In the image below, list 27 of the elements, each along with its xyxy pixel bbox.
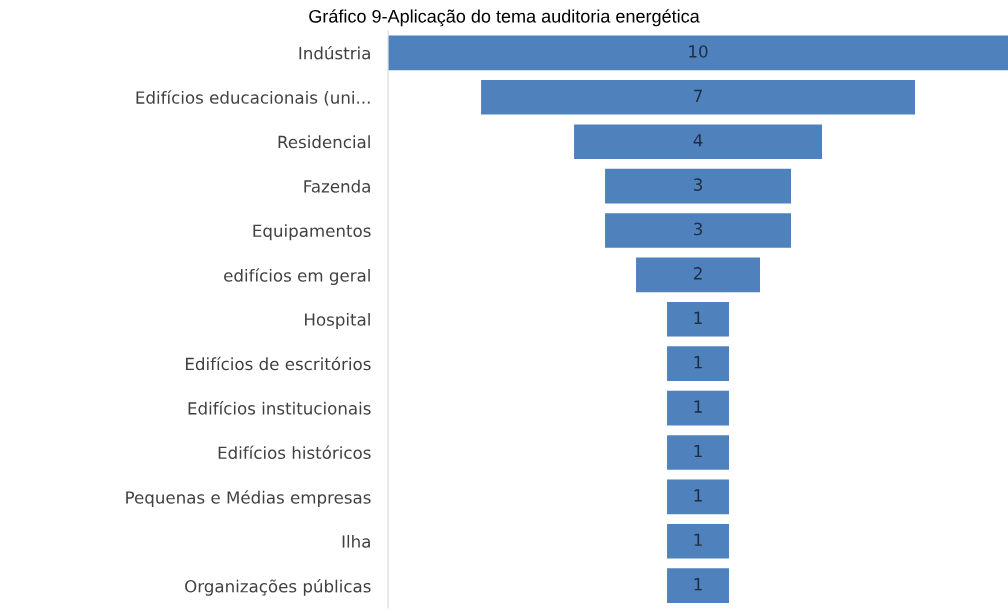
category-label: Edifícios educacionais (uni... xyxy=(136,90,370,106)
category-label: Equipamentos xyxy=(253,224,371,241)
category-label: Edifícios institucionais xyxy=(188,401,371,415)
data-label: 1 xyxy=(694,533,702,546)
data-label: 1 xyxy=(694,489,702,502)
category-label: Organizações públicas xyxy=(185,579,371,596)
category-label: Hospital xyxy=(305,312,370,330)
category-label: Fazenda xyxy=(304,179,370,193)
data-label: 4 xyxy=(693,134,703,147)
data-label: 1 xyxy=(694,311,702,324)
data-label: 2 xyxy=(693,267,702,280)
data-label: 3 xyxy=(694,178,703,191)
text: Gráfico 9-Aplicação do tema auditoria energética xyxy=(309,9,700,27)
data-label: 1 xyxy=(694,400,702,413)
data-label: 10 xyxy=(689,45,708,58)
category-label: Pequenas e Médias empresas xyxy=(126,490,371,507)
data-label: 1 xyxy=(694,444,702,458)
category-label: Edifícios históricos xyxy=(218,445,371,460)
category-label: Edifícios de escritórios xyxy=(186,356,371,371)
category-label: Ilha xyxy=(342,534,370,548)
category-label: edifícios em geral xyxy=(224,268,370,286)
category-label: Residencial xyxy=(278,135,370,149)
data-label: 7 xyxy=(694,89,702,102)
data-label: 1 xyxy=(694,356,702,369)
data-label: 3 xyxy=(694,222,703,236)
data-label: 1 xyxy=(694,578,702,591)
category-label: Indústria xyxy=(299,45,370,60)
